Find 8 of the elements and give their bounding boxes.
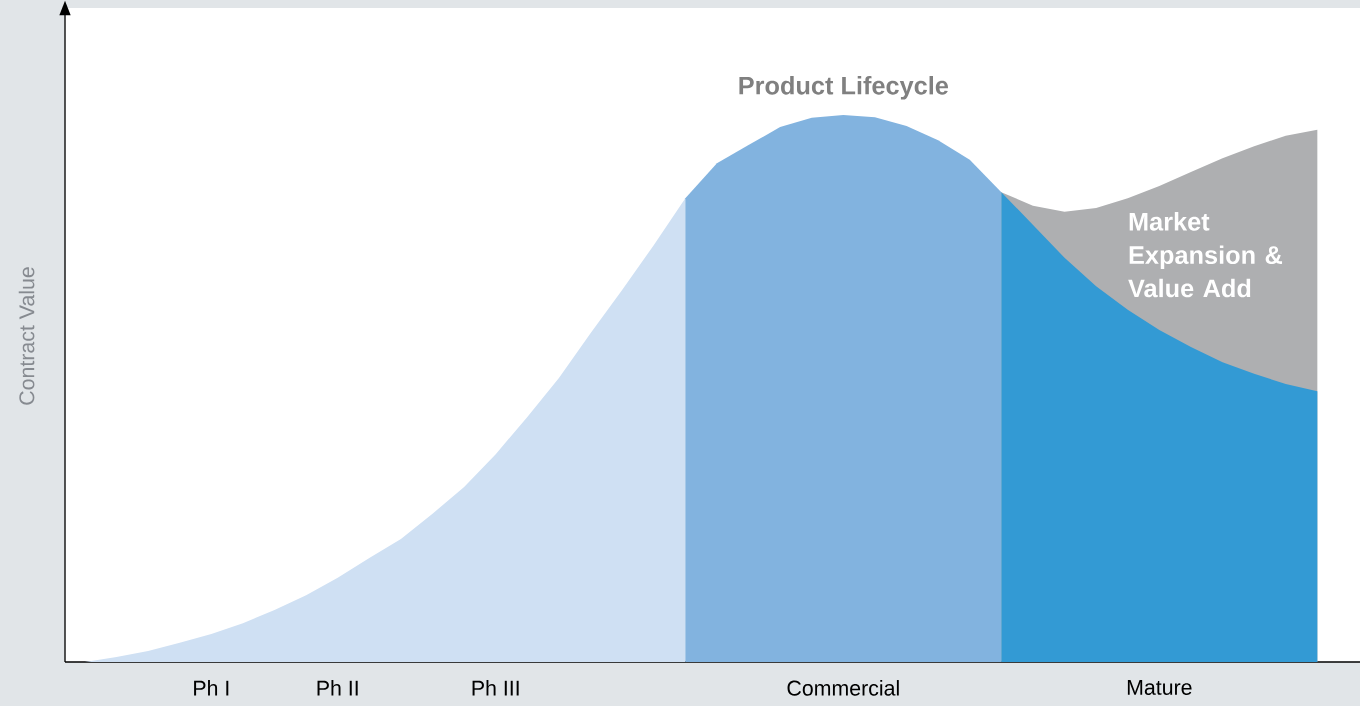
x-tick-label: Mature bbox=[1127, 680, 1192, 695]
x-tick-label: Ph I bbox=[194, 680, 229, 696]
y-axis-title: Contract Value bbox=[18, 267, 35, 405]
x-tick-label: Ph II bbox=[317, 680, 358, 696]
x-tick-label: Ph III bbox=[472, 680, 519, 696]
x-tick-label: Commercial bbox=[787, 680, 899, 696]
series-label: Market Expansion & Value Add bbox=[1128, 212, 1283, 298]
text: Product Lifecycle bbox=[739, 76, 949, 100]
